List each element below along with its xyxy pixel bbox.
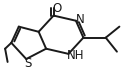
Text: NH: NH xyxy=(67,49,84,62)
Text: O: O xyxy=(53,2,62,15)
Text: S: S xyxy=(24,57,32,70)
Text: N: N xyxy=(76,13,85,26)
